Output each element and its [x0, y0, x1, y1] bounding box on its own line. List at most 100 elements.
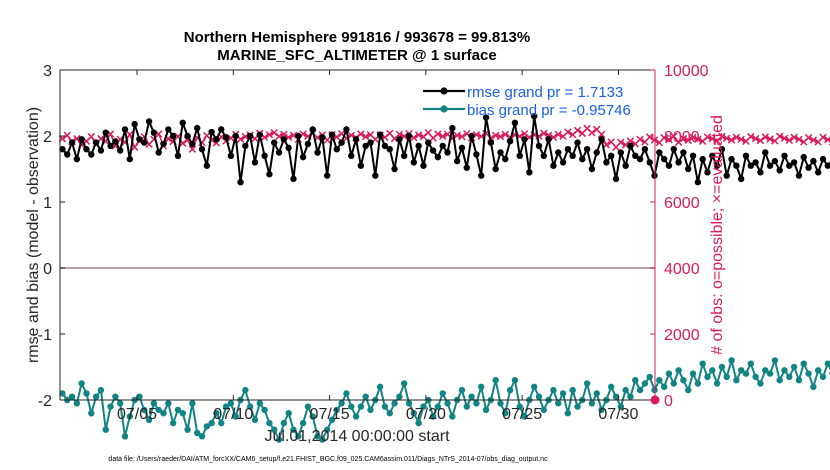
- rmse-point: [295, 132, 302, 140]
- right-y-tick-label: 6000: [664, 195, 700, 212]
- bias-point: [367, 406, 374, 414]
- bias-point: [574, 403, 581, 410]
- bias-point: [805, 370, 812, 377]
- rmse-point: [497, 149, 504, 156]
- bias-point: [521, 413, 528, 420]
- chart-title-line2: MARINE_SFC_ALTIMETER @ 1 surface: [217, 47, 496, 64]
- rmse-point: [482, 114, 490, 121]
- bias-point: [179, 410, 186, 417]
- rmse-point: [78, 136, 85, 143]
- rmse-point: [323, 172, 331, 179]
- rmse-point: [776, 167, 783, 174]
- nobs-point: [496, 132, 505, 141]
- rmse-point: [213, 136, 220, 143]
- rmse-point: [617, 149, 625, 156]
- bias-point: [660, 383, 668, 390]
- bias-point: [757, 380, 764, 387]
- rmse-point: [319, 134, 326, 141]
- bias-point: [762, 367, 769, 374]
- rmse-point: [198, 146, 206, 153]
- bias-point: [352, 413, 360, 420]
- nobs-point: [270, 128, 278, 137]
- right-y-tick-label: 8000: [664, 129, 700, 146]
- bias-point: [699, 360, 706, 367]
- bias-point: [506, 386, 514, 394]
- x-tick-label: 07/15: [310, 406, 350, 423]
- rmse-point: [328, 131, 336, 138]
- bias-point: [97, 386, 105, 394]
- bias-point: [107, 403, 114, 410]
- nobs-point: [670, 132, 678, 141]
- bias-point: [776, 377, 783, 384]
- x-tick-label: 07/25: [502, 406, 542, 423]
- nobs-point: [694, 135, 702, 144]
- rmse-point: [208, 128, 215, 136]
- bias-point: [665, 370, 673, 377]
- rmse-point: [559, 159, 567, 166]
- rmse-point: [530, 113, 538, 120]
- nobs-point: [756, 136, 765, 145]
- bias-point: [415, 419, 422, 427]
- bias-point: [381, 403, 389, 410]
- rmse-point: [733, 162, 740, 169]
- bias-point: [492, 377, 499, 384]
- bias-point: [742, 370, 750, 377]
- x-tick-label: 07/20: [406, 406, 446, 423]
- bias-point: [540, 406, 547, 414]
- rmse-point: [131, 120, 138, 128]
- bias-point: [795, 377, 803, 384]
- bias-point: [348, 403, 355, 410]
- nobs-point: [636, 135, 644, 144]
- bias-point: [559, 390, 567, 397]
- nobs-point: [718, 132, 726, 141]
- rmse-point: [646, 159, 653, 166]
- rmse-point: [641, 146, 649, 153]
- rmse-point: [386, 146, 393, 153]
- bias-point: [376, 383, 384, 390]
- bias-point: [627, 393, 634, 400]
- rmse-point: [766, 162, 774, 169]
- rmse-point: [309, 126, 316, 133]
- rmse-point: [526, 169, 533, 176]
- rmse-point: [391, 165, 398, 173]
- bias-point: [328, 416, 336, 423]
- rmse-point: [314, 149, 321, 156]
- rmse-point: [64, 151, 71, 158]
- bias-point: [88, 410, 95, 417]
- data-file-footer: data file: /Users/raeder/DAI/ATM_forcXX/…: [108, 456, 548, 463]
- bias-point: [160, 410, 167, 417]
- bias-point: [102, 426, 109, 433]
- bias-point: [622, 386, 629, 394]
- rmse-point: [487, 139, 495, 146]
- bias-point: [304, 403, 312, 410]
- bias-point: [771, 357, 779, 364]
- rmse-point: [492, 165, 499, 173]
- rmse-point: [502, 155, 509, 163]
- rmse-point: [511, 119, 519, 127]
- bias-point: [439, 390, 446, 397]
- rmse-point: [92, 139, 100, 146]
- rmse-point: [704, 169, 711, 176]
- rmse-point: [116, 147, 124, 154]
- rmse-point: [607, 152, 615, 159]
- rmse-point: [680, 149, 687, 156]
- bias-point: [569, 386, 576, 394]
- rmse-point: [593, 149, 600, 156]
- right-y-axis-label: # of obs: o=possible; ×=evaluated: [709, 115, 726, 355]
- rmse-point: [232, 132, 239, 140]
- bias-point: [747, 360, 754, 367]
- bias-point: [656, 377, 663, 384]
- rmse-point: [174, 152, 182, 159]
- rmse-point: [420, 162, 427, 169]
- bias-point: [790, 363, 798, 371]
- rmse-point: [372, 172, 379, 179]
- nobs-point: [766, 135, 774, 143]
- rmse-point: [810, 157, 817, 165]
- nobs-point: [761, 133, 769, 141]
- rmse-point: [83, 146, 90, 153]
- bias-point: [83, 390, 90, 397]
- rmse-point: [583, 146, 591, 153]
- bias-point: [280, 419, 288, 427]
- nobs-point: [819, 133, 827, 142]
